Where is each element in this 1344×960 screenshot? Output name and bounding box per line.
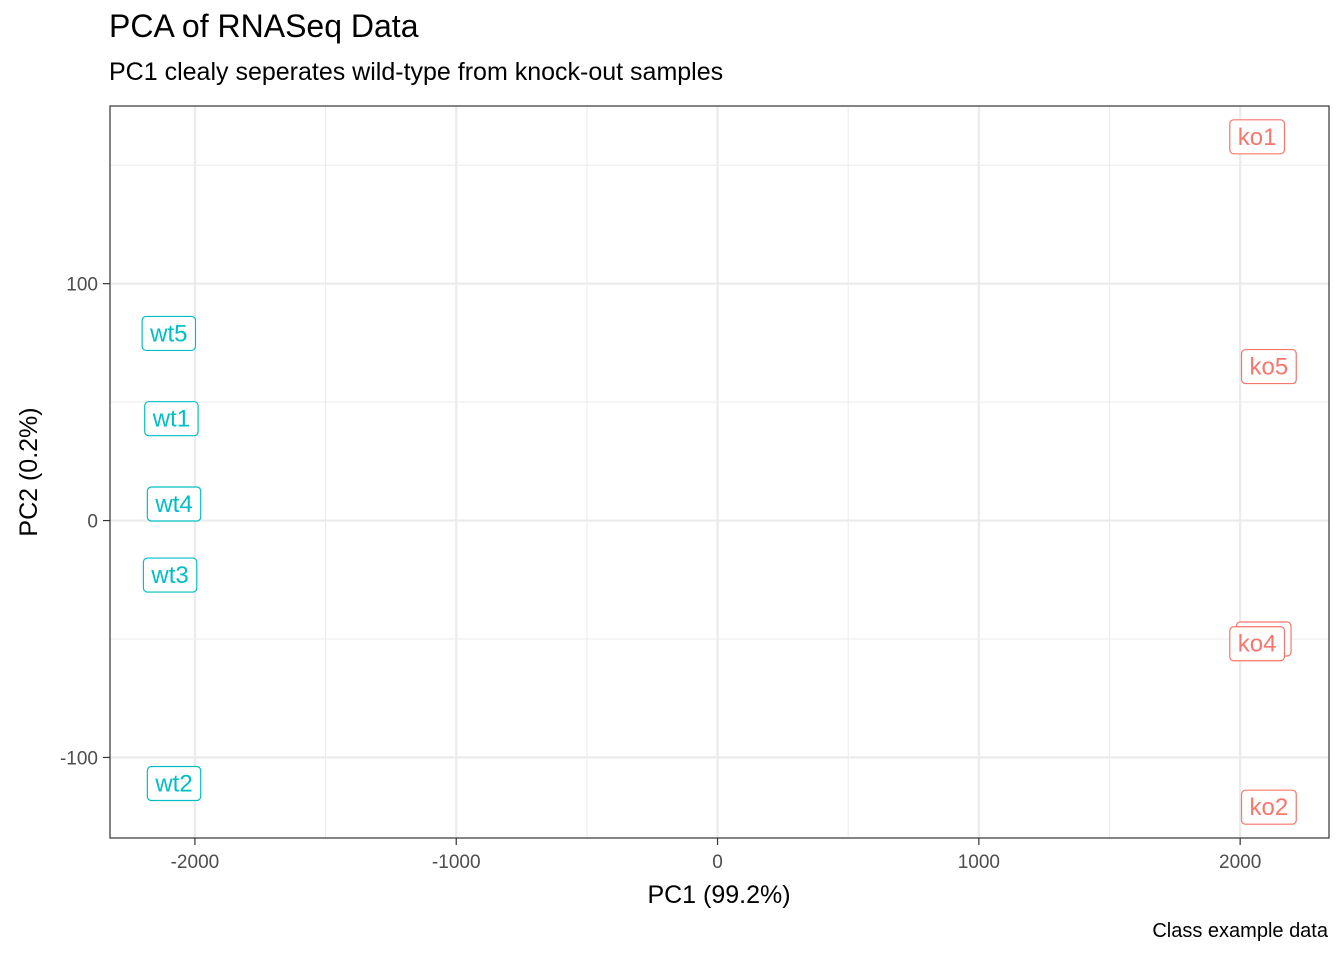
- sample-label-ko5: ko5: [1240, 348, 1297, 385]
- label-text: ko4: [1238, 631, 1277, 658]
- y-axis: -100 0 100: [60, 275, 110, 769]
- label-box: [146, 486, 202, 522]
- label-box: [144, 401, 199, 437]
- y-tick-label: 0: [87, 512, 98, 533]
- label-box: [1240, 789, 1297, 825]
- label-box: [1229, 626, 1286, 662]
- sample-label-wt1: wt1: [144, 401, 199, 437]
- sample-label-wt5: wt5: [141, 315, 197, 352]
- sample-label-ko2: ko2: [1240, 789, 1297, 825]
- label-box: [146, 765, 202, 802]
- x-tick-label: 0: [712, 852, 723, 873]
- sample-label-wt3: wt3: [142, 557, 198, 593]
- chart-title: PCA of RNASeq Data: [109, 8, 419, 44]
- sample-label-ko4: ko4: [1229, 626, 1286, 662]
- label-text: wt3: [150, 562, 188, 589]
- x-tick-label: 2000: [1219, 852, 1261, 873]
- x-tick-label: -2000: [171, 852, 220, 873]
- minor-gridlines: [110, 106, 1329, 838]
- x-tick-label: 1000: [958, 852, 1000, 873]
- label-text: ko2: [1250, 794, 1289, 821]
- y-tick-label: -100: [60, 748, 98, 769]
- x-tick-label: -1000: [432, 852, 481, 873]
- label-text: wt4: [154, 491, 192, 518]
- label-text: ko1: [1238, 124, 1277, 151]
- y-tick-label: 100: [66, 275, 98, 296]
- plot-panel-border: [109, 105, 1330, 839]
- label-text: wt2: [154, 771, 192, 798]
- sample-labels: wt5wt1wt4wt3wt2ko1ko5ko3ko4ko2: [141, 119, 1297, 825]
- label-box: [141, 315, 197, 352]
- x-axis-label: PC1 (99.2%): [647, 881, 790, 909]
- label-box: [1240, 348, 1297, 385]
- label-text: wt1: [152, 406, 190, 433]
- y-axis-label: PC2 (0.2%): [15, 407, 43, 536]
- label-box: [142, 557, 198, 593]
- sample-label-wt4: wt4: [146, 486, 202, 522]
- label-box: [1229, 119, 1286, 155]
- chart-caption: Class example data: [1152, 920, 1328, 942]
- sample-label-ko1: ko1: [1229, 119, 1286, 155]
- label-text: ko5: [1250, 354, 1289, 381]
- chart-subtitle: PC1 clealy seperates wild-type from knoc…: [109, 58, 724, 86]
- sample-label-wt2: wt2: [146, 765, 202, 802]
- x-axis: -2000 -1000 0 1000 2000: [171, 838, 1261, 873]
- major-gridlines: [110, 106, 1329, 838]
- label-text: wt5: [149, 320, 187, 347]
